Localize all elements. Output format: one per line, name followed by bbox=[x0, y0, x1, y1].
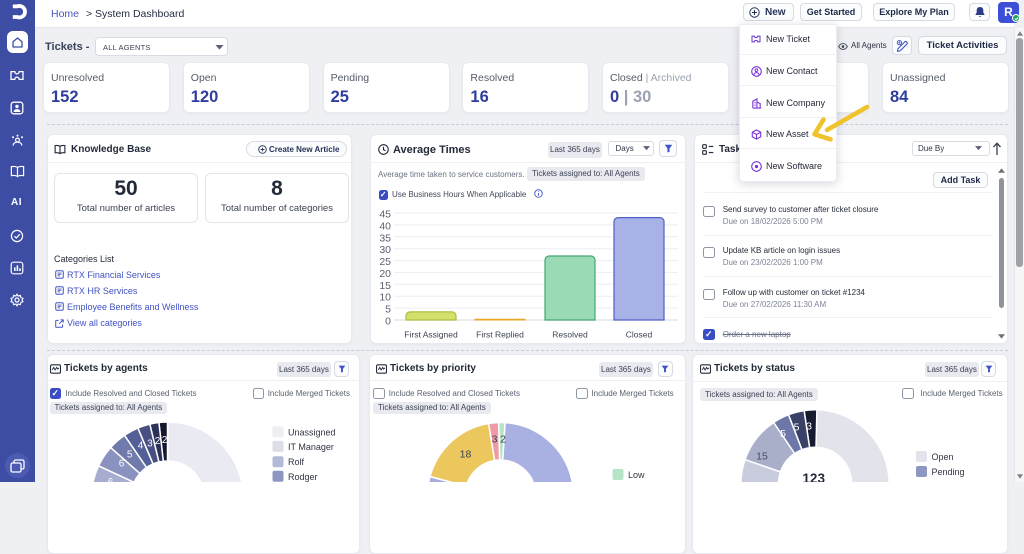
svg-text:Unassigned: Unassigned bbox=[288, 427, 336, 437]
svg-text:2: 2 bbox=[154, 436, 160, 447]
svg-text:15: 15 bbox=[756, 451, 768, 463]
svg-text:First Replied: First Replied bbox=[476, 330, 524, 340]
svg-text:First Assigned: First Assigned bbox=[404, 330, 458, 340]
svg-text:5: 5 bbox=[126, 449, 132, 460]
svg-text:5: 5 bbox=[385, 304, 391, 316]
svg-text:Low: Low bbox=[628, 470, 645, 480]
svg-text:15: 15 bbox=[379, 280, 391, 292]
svg-text:Resolved: Resolved bbox=[552, 330, 588, 340]
svg-text:10: 10 bbox=[379, 292, 391, 304]
svg-text:18: 18 bbox=[459, 449, 471, 461]
svg-text:2: 2 bbox=[161, 435, 167, 446]
svg-text:5: 5 bbox=[780, 428, 786, 440]
svg-text:4: 4 bbox=[137, 441, 143, 452]
svg-text:25: 25 bbox=[379, 256, 391, 268]
svg-text:20: 20 bbox=[379, 268, 391, 280]
svg-text:Rodger: Rodger bbox=[288, 472, 318, 482]
svg-text:40: 40 bbox=[379, 220, 391, 232]
svg-text:Open: Open bbox=[932, 452, 954, 462]
svg-text:30: 30 bbox=[379, 244, 391, 256]
svg-text:Closed: Closed bbox=[626, 330, 653, 340]
svg-text:6: 6 bbox=[118, 459, 124, 470]
svg-text:3: 3 bbox=[806, 421, 812, 433]
svg-text:3: 3 bbox=[147, 439, 153, 450]
svg-text:45: 45 bbox=[379, 209, 391, 221]
svg-text:0: 0 bbox=[385, 316, 391, 328]
svg-text:3: 3 bbox=[491, 434, 497, 446]
svg-text:Pending: Pending bbox=[932, 467, 965, 477]
svg-text:6: 6 bbox=[107, 477, 113, 482]
svg-text:Rolf: Rolf bbox=[288, 457, 305, 467]
svg-text:IT Manager: IT Manager bbox=[288, 442, 334, 452]
svg-text:5: 5 bbox=[794, 422, 800, 434]
svg-text:35: 35 bbox=[379, 232, 391, 244]
svg-text:123: 123 bbox=[802, 471, 825, 482]
svg-text:2: 2 bbox=[500, 434, 506, 446]
